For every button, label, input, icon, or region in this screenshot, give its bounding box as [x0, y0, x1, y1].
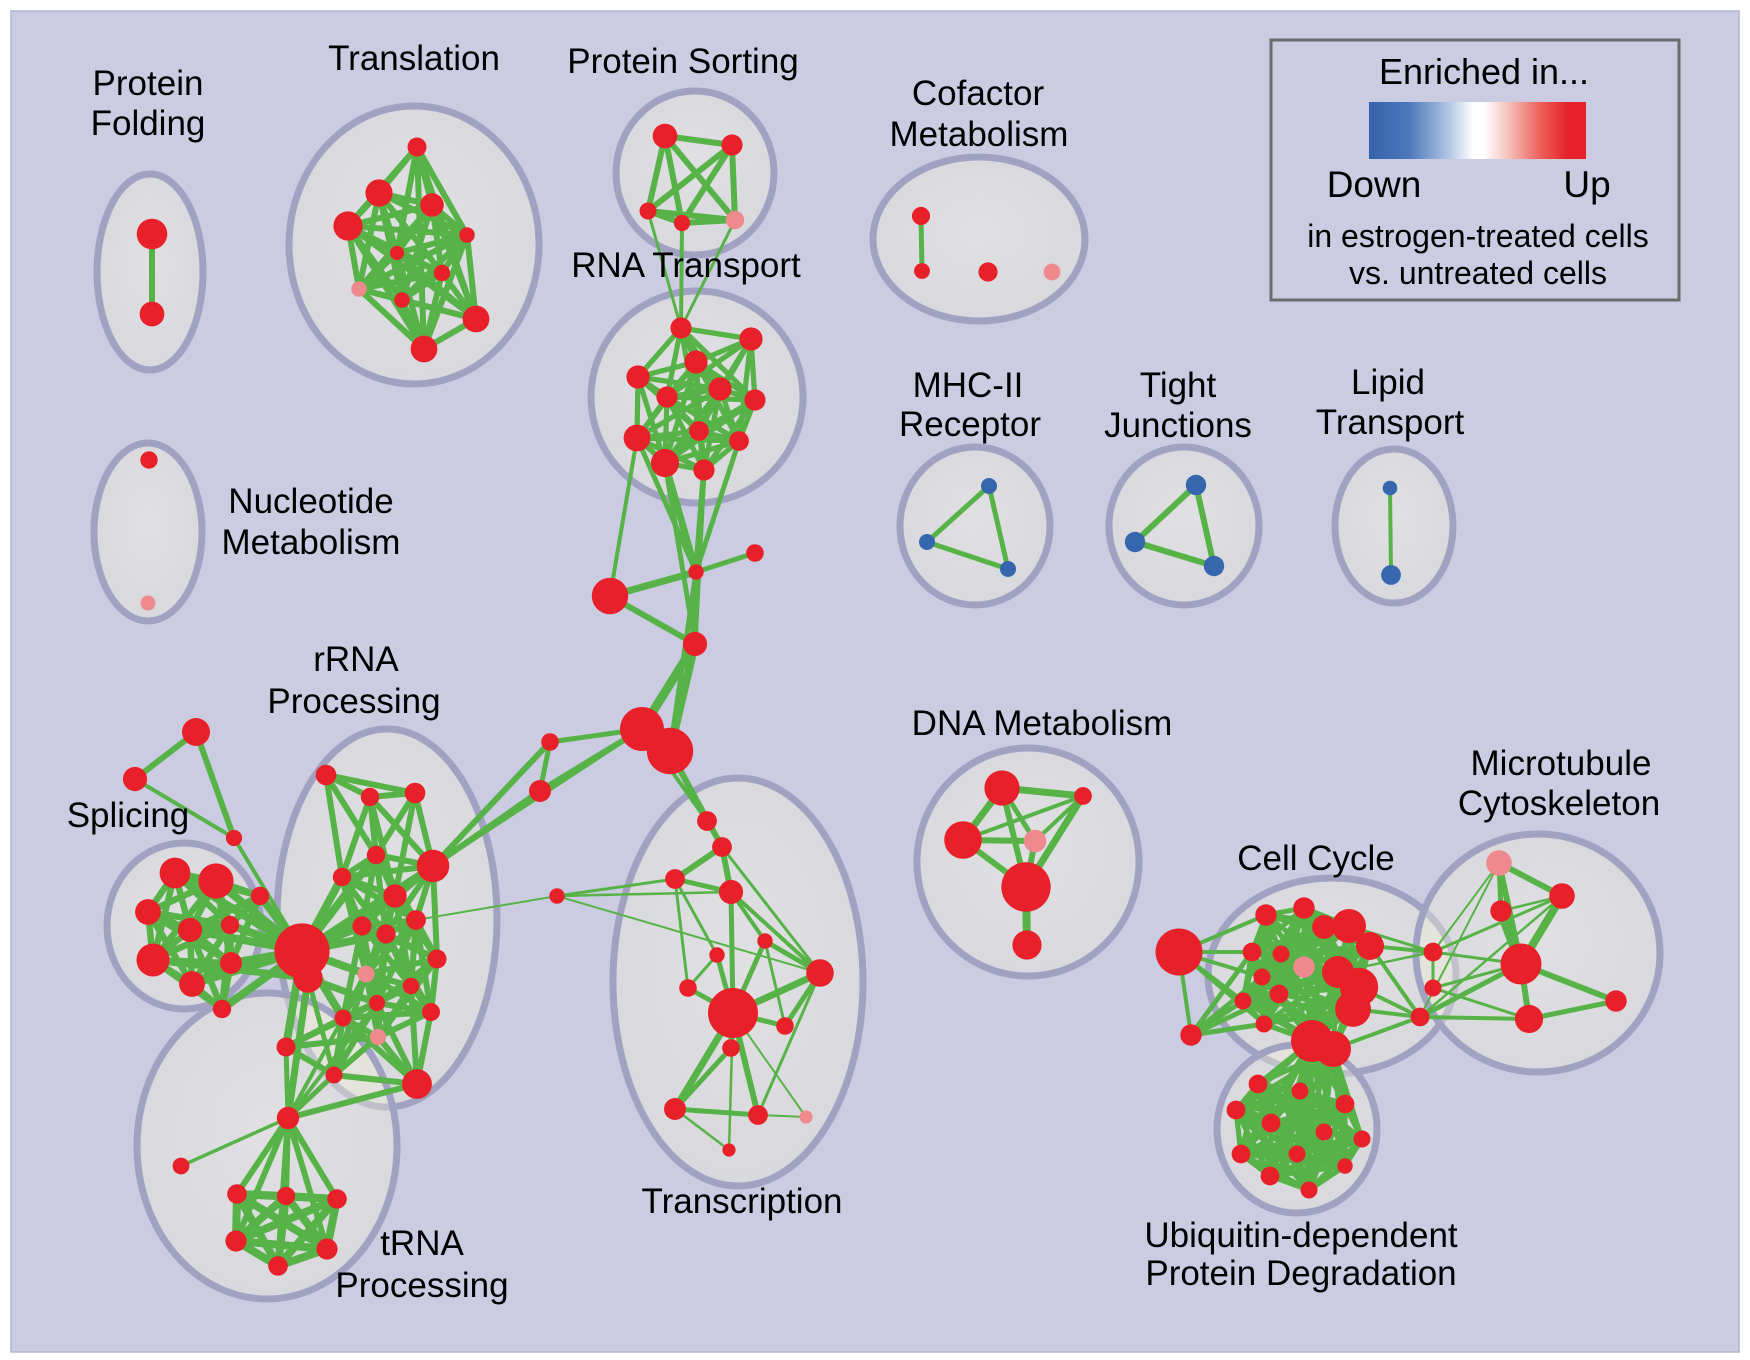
svg-text:Translation: Translation [328, 39, 500, 78]
svg-text:Up: Up [1563, 164, 1610, 205]
svg-text:Receptor: Receptor [899, 405, 1041, 444]
svg-text:Nucleotide: Nucleotide [228, 482, 393, 521]
svg-text:Processing: Processing [335, 1266, 508, 1305]
svg-text:Cofactor: Cofactor [912, 74, 1045, 113]
svg-text:Microtubule: Microtubule [1471, 744, 1652, 783]
svg-text:rRNA: rRNA [313, 640, 399, 679]
svg-text:Down: Down [1327, 164, 1422, 205]
svg-text:tRNA: tRNA [380, 1224, 464, 1263]
svg-text:Metabolism: Metabolism [222, 523, 401, 562]
svg-text:Metabolism: Metabolism [890, 115, 1069, 154]
svg-text:Transport: Transport [1316, 403, 1465, 442]
svg-text:Enriched in...: Enriched in... [1379, 51, 1589, 92]
svg-text:Junctions: Junctions [1104, 406, 1252, 445]
svg-text:Ubiquitin-dependent: Ubiquitin-dependent [1144, 1216, 1458, 1255]
svg-text:Splicing: Splicing [67, 796, 190, 835]
svg-text:DNA Metabolism: DNA Metabolism [912, 704, 1173, 743]
svg-text:Folding: Folding [91, 104, 206, 143]
svg-text:Protein Degradation: Protein Degradation [1145, 1254, 1456, 1293]
svg-text:Protein: Protein [93, 64, 204, 103]
svg-text:Tight: Tight [1140, 366, 1217, 405]
svg-text:vs. untreated cells: vs. untreated cells [1349, 255, 1607, 291]
svg-text:MHC-II: MHC-II [913, 366, 1024, 405]
svg-text:Cytoskeleton: Cytoskeleton [1458, 784, 1660, 823]
svg-text:in estrogen-treated cells: in estrogen-treated cells [1307, 218, 1649, 254]
svg-text:Cell Cycle: Cell Cycle [1237, 839, 1395, 878]
svg-text:Protein Sorting: Protein Sorting [567, 42, 799, 81]
svg-text:Processing: Processing [267, 682, 440, 721]
svg-text:Transcription: Transcription [642, 1182, 843, 1221]
svg-text:Lipid: Lipid [1351, 363, 1425, 402]
svg-text:RNA Transport: RNA Transport [571, 246, 801, 285]
